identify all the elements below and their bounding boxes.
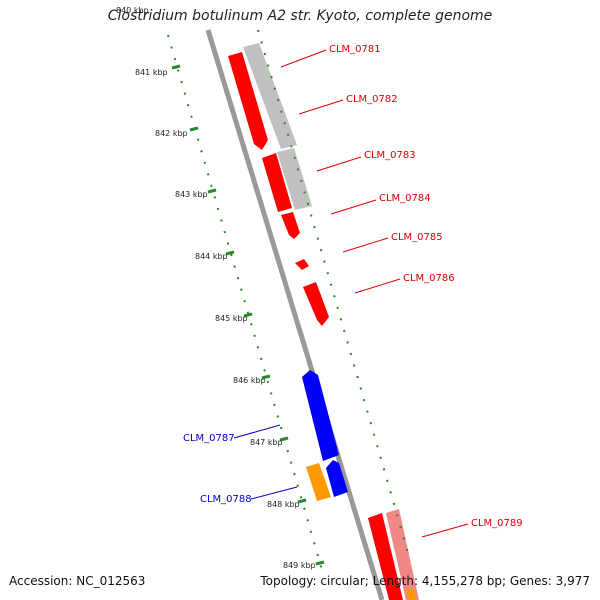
scale-label-849: 849 kbp (283, 561, 316, 570)
cds-clm-0789-a (368, 513, 403, 600)
orange-feature (306, 463, 331, 501)
cds-clm-0782 (262, 153, 292, 212)
gene-label-clm-0787[interactable]: CLM_0787 (183, 433, 235, 444)
cds-clm-0787 (302, 370, 339, 461)
scale-label-845: 845 kbp (215, 314, 248, 323)
accession-text: Accession: NC_012563 (9, 574, 146, 588)
forward-cds-track (228, 52, 419, 600)
cds-clm-0781 (228, 52, 268, 150)
genome-title: Clostridium botulinum A2 str. Kyoto, com… (107, 8, 493, 24)
gene-label-clm-0783[interactable]: CLM_0783 (364, 150, 416, 161)
leader-lines-right (280, 49, 469, 538)
cds-clm-0785 (303, 282, 329, 326)
cds-clm-0789-b (386, 509, 419, 600)
gene-label-clm-0786[interactable]: CLM_0786 (403, 273, 455, 284)
genome-summary: Topology: circular; Length: 4,155,278 bp… (260, 574, 590, 588)
scale-label-844: 844 kbp (195, 252, 228, 261)
reverse-cds-track (302, 370, 348, 497)
scale-track-left (167, 34, 323, 571)
orange-feature-bottom (405, 588, 417, 600)
gene-label-clm-0782[interactable]: CLM_0782 (346, 94, 398, 105)
gene-label-clm-0788[interactable]: CLM_0788 (200, 494, 252, 505)
gray-hit-1 (243, 43, 297, 149)
cds-clm-0788 (326, 460, 348, 497)
scale-label-848: 848 kbp (267, 500, 300, 509)
major-ticks-left (171, 64, 325, 566)
gray-hit-track (243, 43, 312, 210)
scale-label-841: 841 kbp (135, 68, 168, 77)
scale-label-840: 840 kbp (116, 6, 149, 15)
gene-label-clm-0784[interactable]: CLM_0784 (379, 193, 431, 204)
cds-clm-0784 (295, 259, 309, 270)
scale-label-847: 847 kbp (250, 438, 283, 447)
gene-label-clm-0785[interactable]: CLM_0785 (391, 232, 443, 243)
gene-label-clm-0789[interactable]: CLM_0789 (471, 518, 523, 529)
leader-lines-left (233, 424, 298, 500)
gray-hit-2 (277, 148, 312, 210)
genome-backbone (205, 29, 385, 600)
scale-label-842: 842 kbp (155, 129, 188, 138)
gene-label-clm-0781[interactable]: CLM_0781 (329, 44, 381, 55)
scale-label-846: 846 kbp (233, 376, 266, 385)
scale-label-843: 843 kbp (175, 190, 208, 199)
cds-clm-0783 (281, 212, 300, 239)
